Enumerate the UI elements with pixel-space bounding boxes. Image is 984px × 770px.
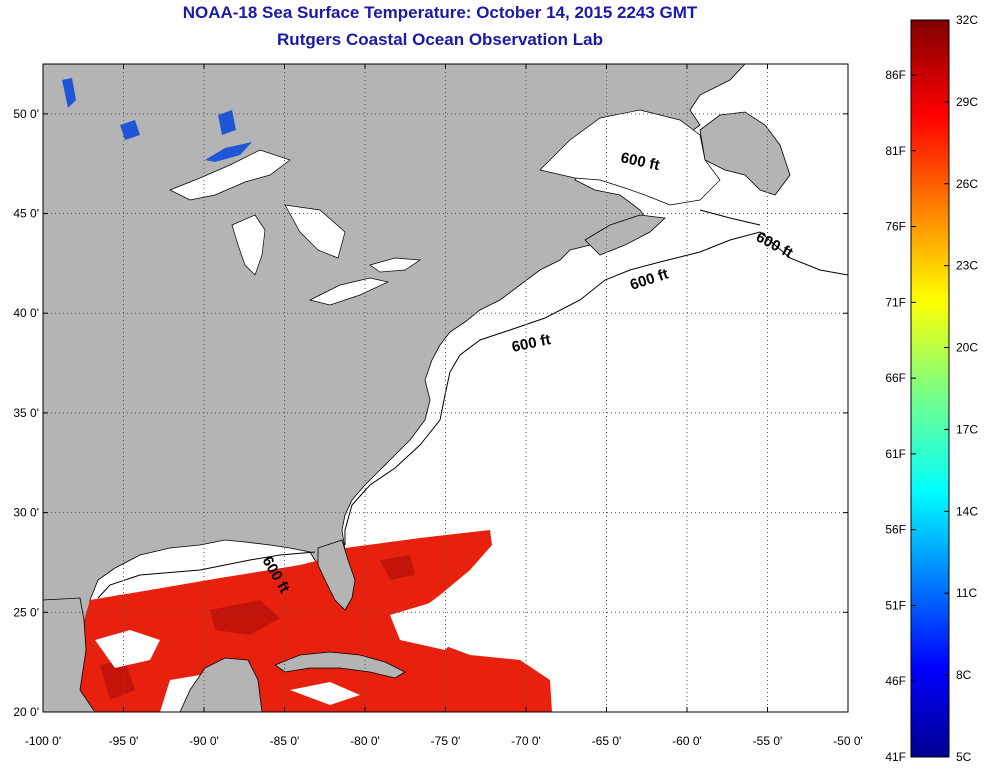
lon-tick-label: -60 0' (672, 734, 702, 748)
colorbar-celsius-label: 8C (956, 668, 972, 682)
colorbar-celsius-label: 5C (956, 750, 972, 764)
gulf-st-lawrence (539, 109, 721, 206)
cloud-gaps (95, 600, 470, 712)
lat-tick-label: 40 0' (13, 306, 39, 320)
colorbar-labels: 32C 29C 26C 23C 20C 17C 14C 11C 8C 5C 86F 81F 76F 71F… (885, 13, 978, 764)
lon-tick-label: -50 0' (833, 734, 863, 748)
lon-tick-label: -85 0' (270, 734, 300, 748)
colorbar (910, 19, 950, 758)
land-florida (317, 539, 356, 611)
land-nova-scotia (584, 214, 666, 256)
lon-tick-label: -90 0' (189, 734, 219, 748)
lon-tick-label: -80 0' (350, 734, 380, 748)
lake-huron (284, 204, 346, 259)
map-axes: -100 0' -95 0' -90 0' -85 0' -80 0' -75 0' -70… (13, 64, 863, 748)
lon-tick-label: -55 0' (753, 734, 783, 748)
colorbar-fahrenheit-label: 41F (885, 750, 906, 764)
colorbar-fahrenheit-label: 76F (885, 220, 906, 234)
cold-lake-pixels (62, 78, 252, 162)
colorbar-celsius-label: 23C (956, 259, 978, 273)
land-yucatan-overlay (179, 657, 263, 712)
colorbar-celsius-label: 32C (956, 13, 978, 27)
lat-tick-label: 35 0' (13, 406, 39, 420)
lat-tick-label: 30 0' (13, 506, 39, 520)
land-cuba-overlay (274, 651, 406, 679)
colorbar-fahrenheit-label: 86F (885, 68, 906, 82)
lake-michigan (231, 214, 266, 276)
lake-superior (169, 149, 291, 201)
isobath-600ft (97, 209, 848, 599)
map-title: NOAA-18 Sea Surface Temperature: October… (182, 3, 698, 22)
graticule (43, 64, 848, 712)
sst-warm-patches (100, 555, 415, 700)
land-mexico-overlay (43, 597, 96, 712)
colorbar-celsius-label: 29C (956, 95, 978, 109)
colorbar-celsius-label: 11C (956, 586, 977, 600)
colorbar-fahrenheit-label: 51F (885, 598, 906, 612)
colorbar-fahrenheit-label: 81F (885, 144, 906, 158)
lon-tick-label: -95 0' (109, 734, 139, 748)
colorbar-celsius-label: 26C (956, 177, 978, 191)
lon-tick-label: -65 0' (592, 734, 622, 748)
sst-swath-gulf-atlantic (43, 530, 552, 712)
lake-erie (308, 277, 390, 306)
lat-tick-label: 50 0' (13, 107, 39, 121)
lon-tick-label: -100 0' (25, 734, 61, 748)
map-subtitle: Rutgers Coastal Ocean Observation Lab (277, 30, 603, 49)
lon-tick-label: -70 0' (511, 734, 541, 748)
lon-tick-label: -75 0' (431, 734, 461, 748)
colorbar-fahrenheit-label: 71F (885, 295, 906, 309)
lake-ontario (369, 257, 422, 273)
colorbar-celsius-label: 14C (956, 504, 978, 518)
lat-tick-label: 45 0' (13, 207, 39, 221)
colorbar-celsius-label: 20C (956, 341, 978, 355)
colorbar-fahrenheit-label: 56F (885, 523, 906, 537)
colorbar-fahrenheit-label: 46F (885, 674, 906, 688)
colorbar-fahrenheit-label: 61F (885, 447, 906, 461)
colorbar-celsius-label: 17C (956, 422, 978, 436)
colorbar-fahrenheit-label: 66F (885, 371, 906, 385)
lat-tick-label: 25 0' (13, 605, 39, 619)
lat-tick-label: 20 0' (13, 705, 39, 719)
